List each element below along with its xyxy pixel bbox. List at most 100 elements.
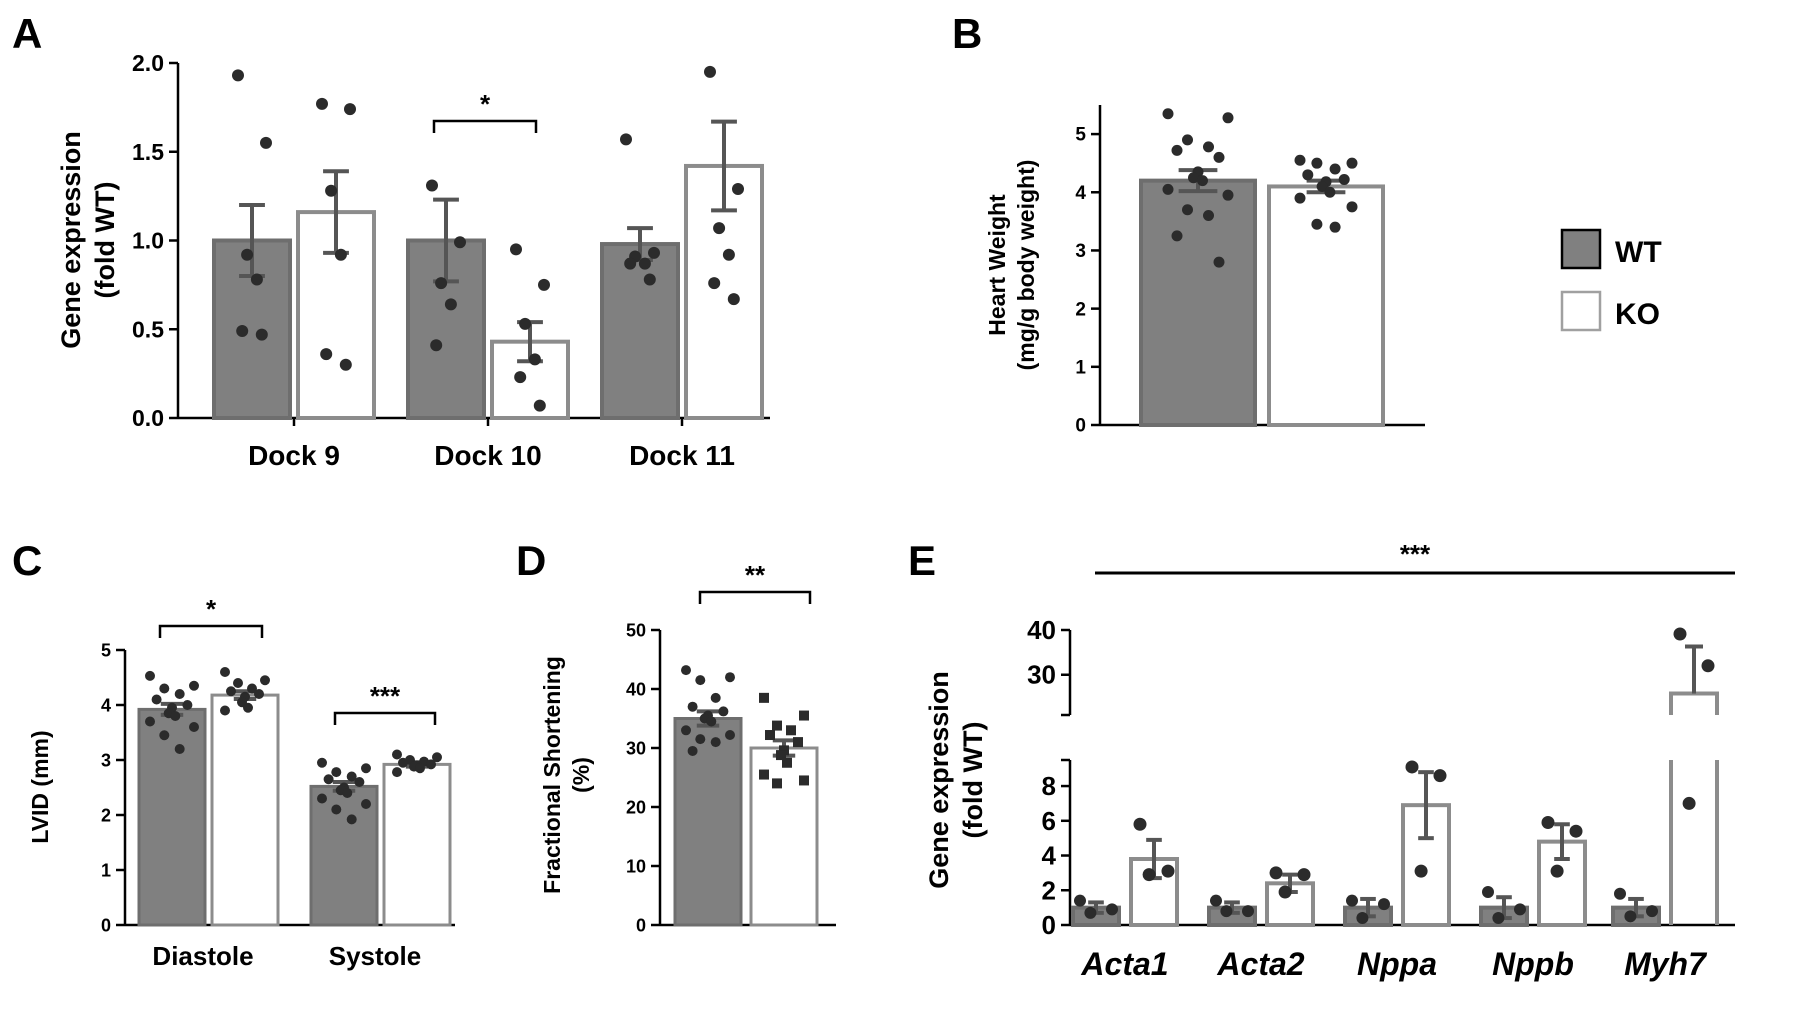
panel-c-data-point [220,667,230,677]
panel-e-data-point [1433,769,1447,783]
panel-e-y-tick-label: 4 [1042,841,1057,871]
panel-a-data-point [533,399,546,412]
panel-a-bar-wt [406,238,486,420]
panel-a-data-point [426,179,438,192]
panel-e-data-point [1673,627,1687,641]
panel-a-y-tick-label: 1.0 [132,228,164,254]
panel-b-y-tick-label: 4 [1075,183,1086,204]
panel-e-data-point [1297,868,1311,882]
panel-e-data-point [1550,864,1564,878]
panel-e-data-point [1269,866,1283,880]
panel-e-data-point [1142,868,1156,882]
panel-c-bar-ko [210,693,280,927]
panel-c-data-point [220,705,230,716]
panel-a-data-point [241,248,254,261]
panel-e-data-point [1514,903,1526,916]
panel-d-y-tick-label: 30 [626,738,646,758]
panel-d-data-point [772,720,782,731]
panel-a-data-point [514,371,527,384]
panel-b-y-tick-label: 5 [1075,125,1086,146]
panel-c-data-point [174,689,185,699]
panel-a-x-tick-label: Dock 10 [434,440,541,471]
panel-b: 0 1 2 3 4 5 Heart Weight (mg/g body weight) [984,105,1425,437]
panel-b-data-point [1222,112,1234,124]
panel-e-y-axis-title-line: Gene expression [924,671,954,889]
panel-e-x-tick-label: Myh7 [1624,946,1708,982]
panel-e-data-point [1356,912,1369,925]
panel-b-data-point [1311,157,1323,169]
panel-c-significance-label: *** [370,681,401,711]
panel-e-y-tick-label: 8 [1042,771,1056,801]
panel-b-data-point [1182,204,1193,216]
panel-d-y-tick-label: 40 [626,679,646,699]
panel-a-data-point [325,184,338,197]
panel-c-data-point [159,730,170,741]
panel-a-data-point [624,257,637,270]
panel-a-data-point [444,298,457,311]
panel-c-data-point [323,774,334,785]
panel-d-y-tick-label: 20 [626,797,646,817]
panel-c-y-tick-label: 0 [101,915,111,935]
panel-c-data-point [331,804,342,815]
panel-e-data-point [1682,796,1696,810]
panel-d-data-point [799,775,809,786]
panel-b-y-tick-label: 0 [1075,416,1086,437]
panel-c-data-point [260,675,270,686]
panel-e-data-point [1541,816,1555,830]
panel-a-data-point [643,273,656,286]
panel-a-data-point [538,278,550,291]
panel-a-x-tick-label: Dock 9 [248,440,340,471]
panel-c-data-point [159,683,170,694]
panel-b-data-point [1162,183,1174,195]
panel-a-significance-bracket [432,119,538,133]
panel-c-data-point [182,700,193,710]
panel-c-y-tick-label: 5 [101,640,111,660]
panel-a-data-point [704,65,716,78]
panel-b-data-point [1294,154,1306,166]
panel-d-y-tick-label: 50 [626,620,646,640]
panel-b-data-point [1203,141,1214,153]
panel-a-y-axis-title-line: Gene expression [56,131,86,349]
panel-e-data-point [1210,894,1222,907]
panel-b-data-point [1324,186,1336,198]
panel-b-data-point [1171,230,1183,242]
panel-e-y-tick-label: 0 [1042,910,1056,940]
legend-wt-swatch [1560,228,1602,270]
panel-d-data-point [786,725,796,736]
panel-a-data-point [727,293,740,306]
panel-a-data-point [316,97,328,110]
panel-e-data-point [1646,905,1658,918]
panel-b-data-point [1302,169,1314,181]
panel-c-data-point [361,799,371,809]
panel-e-y-axis-title: Gene expression (fold WT) [924,671,988,889]
panel-d-data-point [687,745,698,756]
panel-d-data-point [776,750,786,761]
panel-e-x-tick-label: Nppa [1357,946,1437,982]
panel-label-c: C [12,537,42,584]
panel-c-data-point [331,767,342,778]
panel-a-data-point [713,222,726,235]
panel-e-bar-ko [1669,691,1719,715]
panel-d-data-point [782,757,792,768]
panel-c-y-tick-label: 3 [101,750,111,770]
panel-c-data-point [398,757,408,768]
panel-c-data-point [346,771,357,782]
panel-a-bar-wt [600,242,680,420]
panel-b-data-point [1213,256,1225,268]
panel-e-data-point [1220,905,1233,918]
panel-e-y-tick-label: 6 [1042,806,1056,836]
panel-c-y-tick-label: 1 [101,860,111,880]
panel-e-data-point [1084,906,1097,919]
panel-b-data-point [1162,108,1174,120]
panel-e-x-tick-label: Acta2 [1216,946,1304,982]
panel-d-data-point [710,737,721,748]
panel-a-data-point [255,328,268,341]
panel-a-significance-label: * [480,89,491,119]
panel-a-data-point [435,277,448,290]
panel-e-data-point [1074,894,1086,907]
panel-e-data-point [1492,912,1505,925]
panel-a-y-tick-label: 2.0 [132,50,164,76]
panel-d-data-point [759,692,769,703]
